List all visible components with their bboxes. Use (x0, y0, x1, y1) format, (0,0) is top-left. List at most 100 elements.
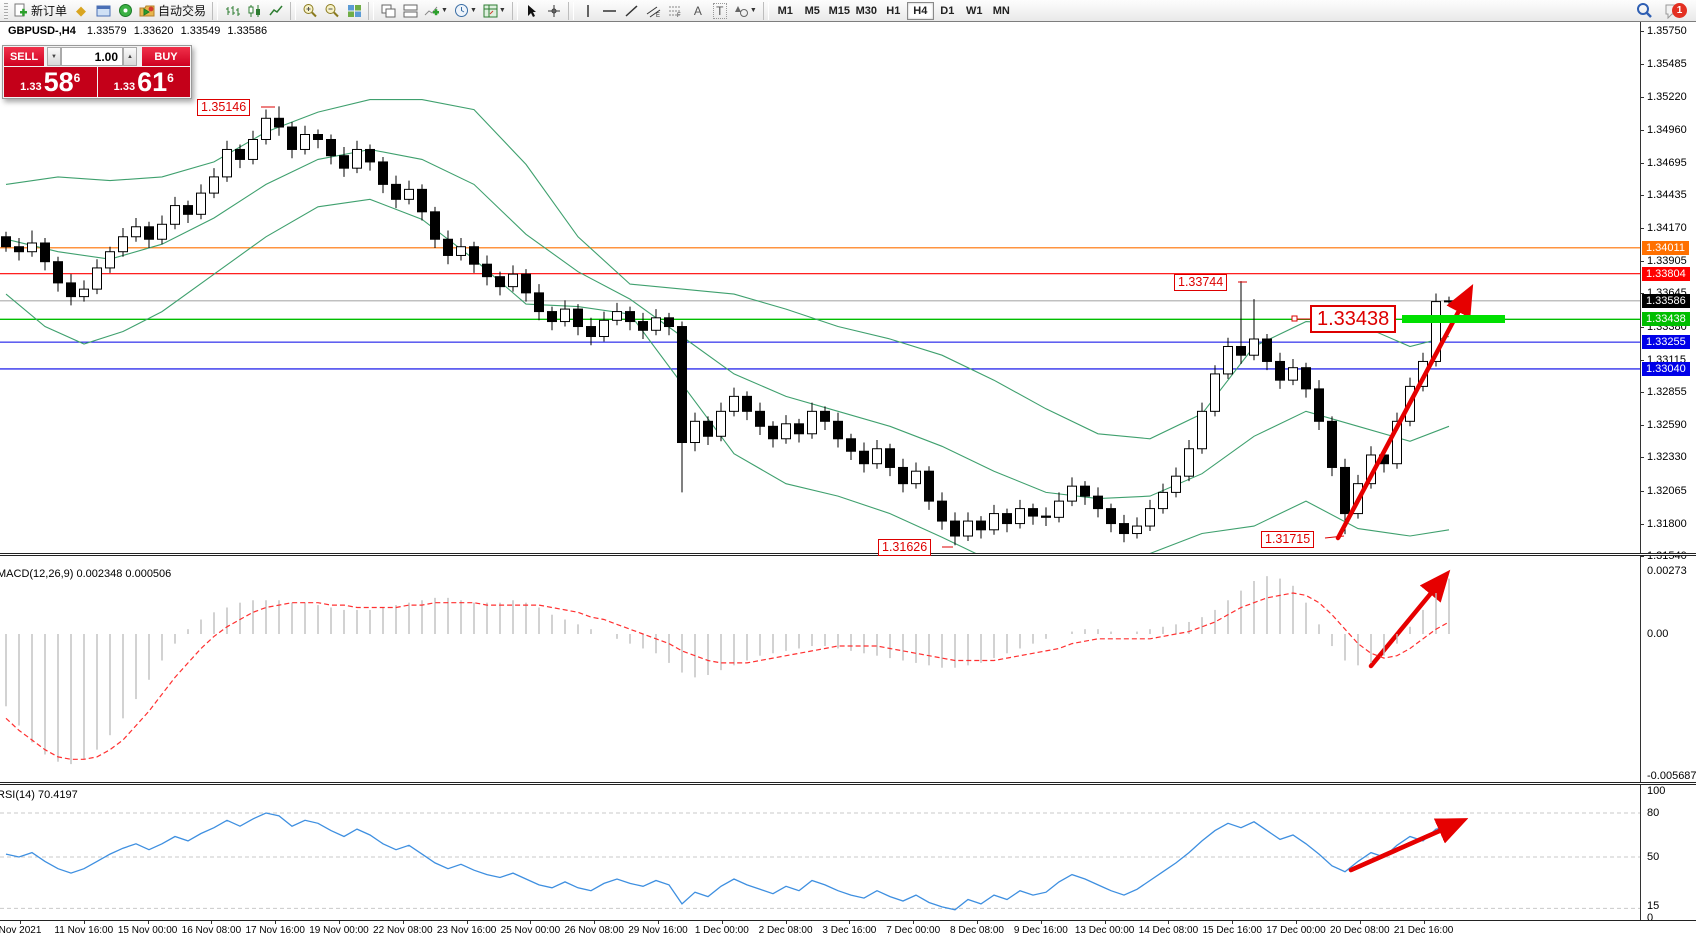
price-annotation[interactable]: 1.35146 (197, 99, 251, 116)
macd-axis-label: -0.005687 (1647, 770, 1696, 782)
time-tick (466, 920, 468, 924)
time-tick (530, 920, 532, 924)
horizontal-line-tool-button[interactable] (599, 1, 621, 21)
time-tick (1232, 920, 1234, 924)
spin-up-icon: ▲ (127, 53, 133, 60)
zoom-out-button[interactable] (321, 1, 343, 21)
price-badge: 1.33586 (1642, 293, 1690, 308)
chart-profile-button[interactable]: ◆ (70, 1, 92, 21)
periods-button[interactable]: ▼ (451, 1, 480, 21)
volume-down-button[interactable]: ▼ (47, 47, 61, 66)
shapes-icon (734, 5, 748, 17)
price-tick (1640, 64, 1644, 66)
indicators-icon (424, 6, 440, 15)
cascade-windows-button[interactable] (377, 1, 399, 21)
price-tick (1640, 97, 1644, 99)
price-axis-line (1640, 22, 1641, 920)
rsi-pane-canvas[interactable] (0, 785, 1640, 920)
search-button[interactable] (1633, 1, 1656, 21)
toolbar-separator (567, 1, 574, 20)
time-tick (20, 920, 21, 924)
new-order-button[interactable]: 新订单 (10, 1, 70, 21)
cursor-tool-button[interactable] (521, 1, 543, 21)
channel-tool-button[interactable]: E (643, 1, 665, 21)
bar-chart-type-button[interactable] (221, 1, 243, 21)
price-tick-label: 1.31540 (1647, 550, 1687, 563)
candlestick-type-button[interactable] (243, 1, 265, 21)
timeframe-button-M30[interactable]: M30 (855, 4, 877, 17)
new-order-icon (13, 3, 28, 18)
trendline-tool-button[interactable] (621, 1, 643, 21)
crosshair-tool-button[interactable] (543, 1, 565, 21)
timeframe-group: M1 M5 M15 M30 H1 H4 D1 W1 MN (772, 1, 1015, 20)
signal-icon (118, 3, 133, 18)
zoom-in-button[interactable] (299, 1, 321, 21)
price-tick-label: 1.35485 (1647, 58, 1687, 71)
sell-price-prefix: 1.33 (20, 81, 42, 93)
time-axis-label: 20 Dec 08:00 (1330, 925, 1390, 936)
charts-window-button[interactable] (92, 1, 114, 21)
market-watch-button[interactable] (114, 1, 136, 21)
time-tick (785, 920, 787, 924)
tile-windows-button[interactable] (343, 1, 365, 21)
price-annotation[interactable]: 1.33744 (1174, 274, 1228, 291)
time-axis-label: 19 Nov 00:00 (309, 925, 369, 936)
timeframe-button-MN[interactable]: MN (992, 4, 1010, 17)
buy-price-sup: 6 (167, 71, 174, 85)
line-chart-type-button[interactable] (265, 1, 287, 21)
trendline-icon (625, 4, 638, 17)
buy-price-big: 61 (137, 67, 168, 97)
highlight-bar[interactable] (1402, 315, 1505, 323)
price-annotation[interactable]: 1.31715 (1261, 531, 1315, 548)
chart-close: 1.33586 (227, 25, 268, 37)
price-annotation[interactable]: 1.31626 (878, 539, 932, 556)
indicators-button[interactable]: ▼ (421, 1, 451, 21)
templates-button[interactable]: ▼ (480, 1, 509, 21)
toolbar-separator (212, 1, 219, 20)
price-tick-label: 1.34960 (1647, 123, 1687, 136)
time-axis-label: 1 Dec 00:00 (694, 925, 749, 936)
sell-button[interactable]: SELL (4, 47, 44, 66)
main-toolbar: 新订单 ◆ 自动交易 (0, 0, 1696, 22)
volume-up-button[interactable]: ▲ (123, 47, 137, 66)
pane-separator[interactable] (0, 553, 1696, 556)
time-axis-label: 16 Nov 08:00 (181, 925, 242, 936)
buy-price-display[interactable]: 1.33 61 6 (97, 67, 190, 97)
price-tick (1640, 523, 1644, 525)
toolbar-separator (290, 1, 297, 20)
time-axis-label: 14 Dec 08:00 (1138, 925, 1199, 936)
timeframe-button-M1[interactable]: M1 (777, 4, 793, 17)
volume-input[interactable]: 1.00 (61, 47, 123, 66)
notifications-button[interactable]: 1 (1656, 1, 1690, 21)
fibonacci-tool-button[interactable]: F (665, 1, 687, 21)
timeframe-button-M15[interactable]: M15 (828, 4, 850, 17)
vertical-line-tool-button[interactable] (577, 1, 599, 21)
timeframe-button-M5[interactable]: M5 (804, 4, 820, 17)
pane-separator[interactable] (0, 782, 1696, 785)
candlestick-series (1, 106, 1454, 546)
toolbar-separator (762, 1, 769, 20)
price-tick (1640, 326, 1644, 328)
macd-pane-canvas[interactable] (0, 556, 1640, 782)
timeframe-button-D1[interactable]: D1 (940, 4, 955, 17)
timeframe-button-H1[interactable]: H1 (886, 4, 901, 17)
text-tool-button[interactable]: A (687, 1, 709, 21)
sell-price-display[interactable]: 1.33 58 6 (4, 67, 97, 97)
new-order-label: 新订单 (31, 4, 68, 18)
buy-button[interactable]: BUY (142, 47, 190, 66)
auto-trading-button[interactable]: 自动交易 (136, 1, 209, 21)
price-annotation[interactable]: 1.33438 (1310, 305, 1397, 333)
price-tick-label: 1.33905 (1647, 255, 1687, 268)
label-tool-button[interactable]: T (709, 1, 731, 21)
shapes-tool-button[interactable]: ▼ (731, 1, 760, 21)
time-axis-label: 25 Nov 00:00 (500, 925, 561, 936)
timeframe-button-W1[interactable]: W1 (966, 4, 983, 17)
price-tick (1640, 31, 1644, 32)
spin-down-icon: ▼ (51, 53, 57, 60)
timeframe-button-H4[interactable]: H4 (906, 1, 934, 20)
chart-low: 1.33549 (180, 25, 221, 37)
time-axis-label: 15 Nov 00:00 (117, 925, 178, 936)
arrange-windows-button[interactable] (399, 1, 421, 21)
clock-icon (454, 4, 468, 17)
main-chart-canvas[interactable] (0, 22, 1640, 553)
